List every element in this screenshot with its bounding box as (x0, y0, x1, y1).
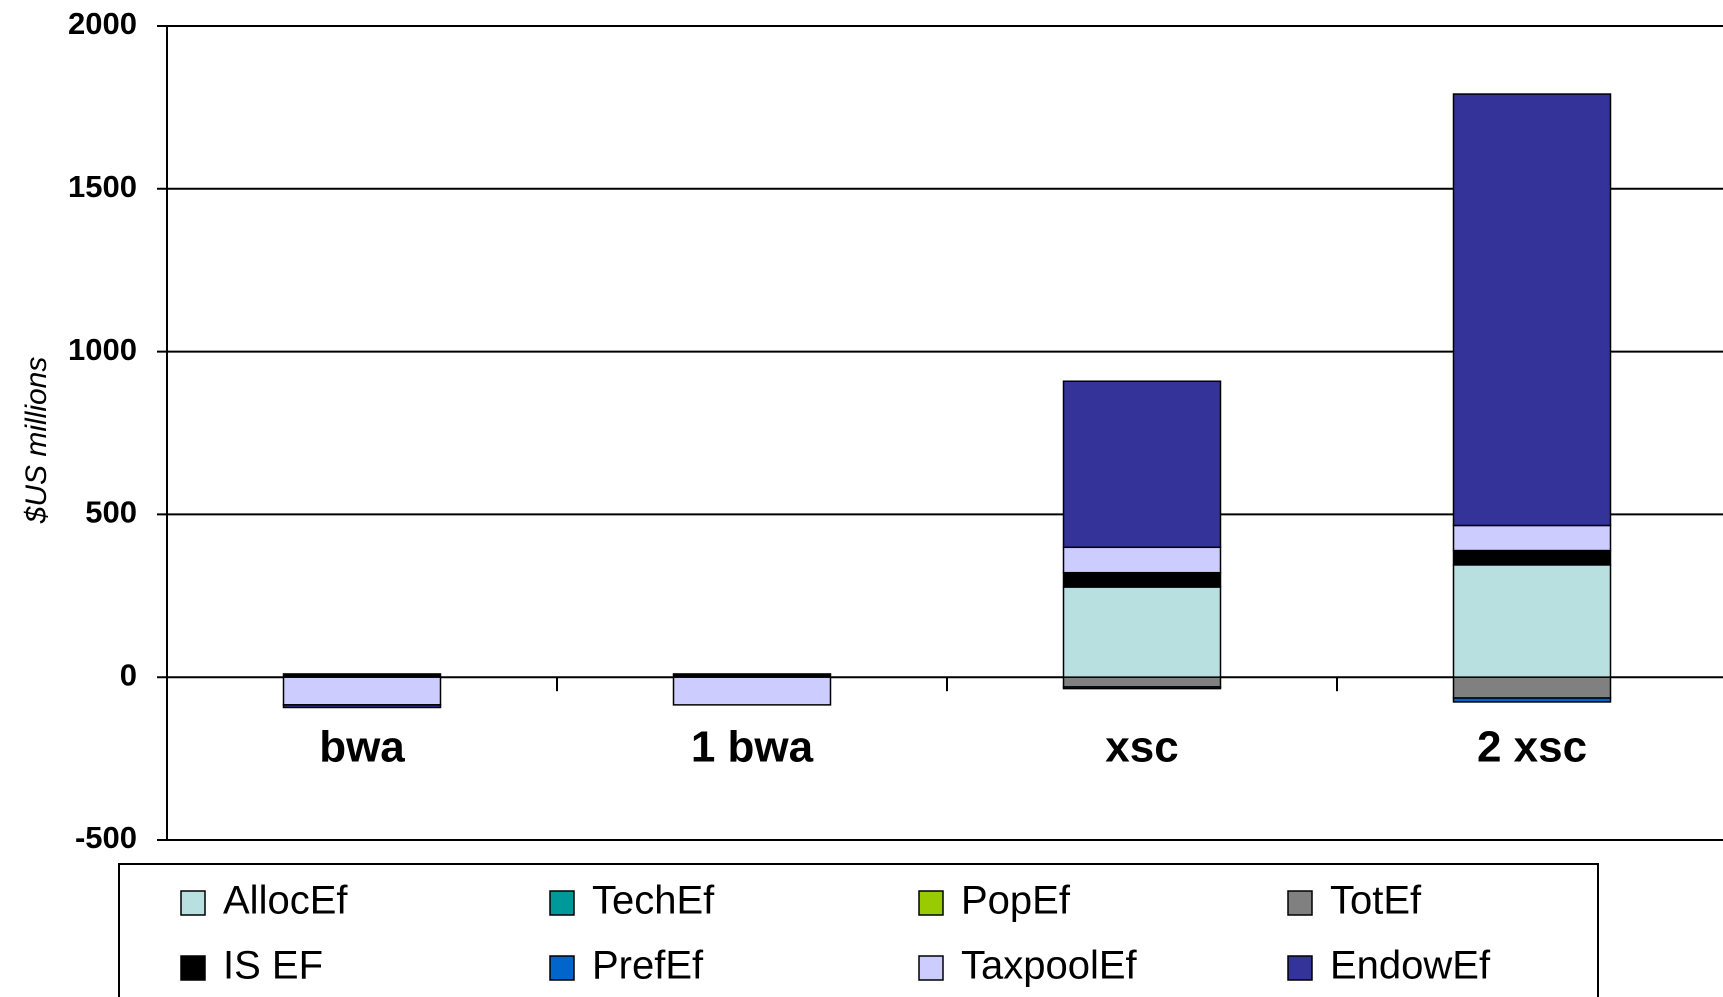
legend-swatch (918, 890, 944, 916)
legend-swatch (180, 955, 206, 981)
legend-box (118, 863, 1599, 997)
legend-label: EndowEf (1330, 944, 1491, 988)
bar-segment (672, 676, 832, 706)
x-tick-label: 2 xsc (1477, 723, 1587, 772)
bar-segment (1452, 524, 1612, 552)
y-tick-label: -500 (75, 820, 137, 855)
legend-label: AllocEf (223, 879, 348, 923)
y-tick-label: 1500 (68, 169, 137, 204)
legend-label: IS EF (223, 944, 323, 988)
bar-segment (1062, 676, 1222, 688)
bar-segment (1452, 564, 1612, 678)
y-tick-label: 2000 (68, 6, 137, 41)
x-tick-label: bwa (319, 723, 405, 772)
bar-segment (1452, 676, 1612, 699)
legend-swatch (1287, 890, 1313, 916)
legend-label: TechEf (592, 879, 715, 923)
bar-segment (1062, 546, 1222, 574)
y-axis-label: $US millions (20, 357, 53, 525)
y-tick-label: 1000 (68, 332, 137, 367)
legend-swatch (549, 890, 575, 916)
legend-swatch (180, 890, 206, 916)
x-tick-label: 1 bwa (691, 723, 814, 772)
bar-segment (1062, 686, 1222, 690)
legend-label: PopEf (961, 879, 1071, 923)
x-tick-label: xsc (1105, 723, 1178, 772)
legend-swatch (549, 955, 575, 981)
y-tick-label: 500 (85, 495, 137, 530)
bar-segment (1452, 697, 1612, 703)
bar-segment (1062, 571, 1222, 588)
bar-segment (1062, 380, 1222, 549)
legend-label: TaxpoolEf (961, 944, 1138, 988)
legend-swatch (1287, 955, 1313, 981)
legend-label: PrefEf (592, 944, 704, 988)
bar-segment (1452, 93, 1612, 527)
legend-label: TotEf (1330, 879, 1422, 923)
bar-segment (282, 676, 442, 706)
y-tick-label: 0 (120, 657, 137, 692)
legend-swatch (918, 955, 944, 981)
bar-segment (282, 704, 442, 709)
bar-segment (1062, 586, 1222, 678)
bar-segment (1452, 549, 1612, 566)
